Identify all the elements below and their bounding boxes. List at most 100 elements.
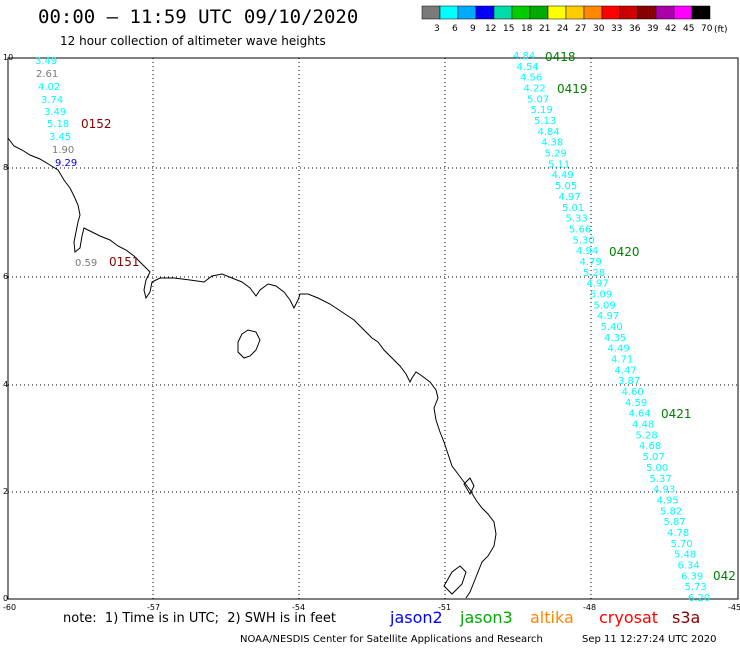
wave-height-label: 3.49 <box>44 107 66 118</box>
wave-height-label: 4.49 <box>552 170 574 181</box>
legend-label: 45 <box>683 24 694 34</box>
wave-height-label: 5.13 <box>534 116 556 127</box>
legend-unit: (ft) <box>714 25 728 35</box>
pass-label: 0421 <box>661 407 692 421</box>
legend-label: 18 <box>521 24 533 34</box>
wave-height-label: 5.18 <box>47 119 69 130</box>
legend-swatch <box>457 5 477 20</box>
legend-label: 24 <box>557 24 569 34</box>
wave-height-label: 5.37 <box>650 474 672 485</box>
wave-height-label: 4.22 <box>524 84 546 95</box>
legend-swatch <box>475 5 495 20</box>
wave-height-label: 4.59 <box>625 398 647 409</box>
wave-height-label: 6.34 <box>678 561 700 572</box>
wave-height-label: 5.33 <box>566 214 588 225</box>
wave-height-label: 4.71 <box>611 355 633 366</box>
map-subtitle: 12 hour collection of altimeter wave hei… <box>60 34 326 48</box>
pass-label: 0420 <box>609 245 640 259</box>
wave-height-label: 4.02 <box>38 82 60 93</box>
legend-label: 70 <box>701 24 713 34</box>
wave-height-label: 6.39 <box>681 571 703 582</box>
legend-swatch <box>421 5 441 20</box>
wave-height-label: 5.82 <box>660 506 682 517</box>
mission-altika: altika <box>530 608 574 627</box>
wave-height-label: 4.78 <box>667 528 689 539</box>
wave-height-label: 4.48 <box>632 420 654 431</box>
legend-label: 12 <box>485 24 496 34</box>
wave-height-label: 4.47 <box>615 365 637 376</box>
wave-height-label: 4.60 <box>622 387 644 398</box>
legend-label: 30 <box>593 24 605 34</box>
color-legend-labels: 3 6 9 12 15 18 21 24 27 30 33 36 39 42 45 70 <box>434 24 713 34</box>
mission-s3a: s3a <box>672 608 701 627</box>
mission-jason2: jason2 <box>390 608 443 627</box>
legend-swatch <box>565 5 585 20</box>
wave-height-label: 4.68 <box>639 441 661 452</box>
wave-height-label: 3.87 <box>618 376 640 387</box>
map-frame <box>7 57 739 600</box>
river-mouth <box>443 477 475 595</box>
lat-lon-grid <box>8 58 738 599</box>
wave-height-label: 5.00 <box>646 463 668 474</box>
wave-height-label: 4.38 <box>541 138 563 149</box>
coastline <box>7 137 497 599</box>
wave-height-label: 9.29 <box>55 158 77 169</box>
x-tick-label: -60 <box>3 603 16 612</box>
wave-height-label: 5.07 <box>527 94 549 105</box>
wave-height-label: 5.01 <box>562 203 584 214</box>
legend-label: 39 <box>647 24 659 34</box>
legend-swatch <box>673 5 693 20</box>
pass-label: 0419 <box>557 82 588 96</box>
x-tick-label: -51 <box>438 603 451 612</box>
wave-height-label: 5.09 <box>594 300 616 311</box>
legend-swatch <box>529 5 549 20</box>
pass-label: 0151 <box>109 255 140 269</box>
wave-height-label: 4.54 <box>517 62 539 73</box>
wave-height-label: 4.79 <box>580 257 602 268</box>
wave-height-label: 6.20 <box>688 593 710 604</box>
x-tick-label: -48 <box>583 603 596 612</box>
legend-label: 6 <box>452 24 458 34</box>
wave-height-label: 5.87 <box>664 517 686 528</box>
wave-height-label: 5.19 <box>531 105 553 116</box>
wave-height-label: 5.30 <box>573 235 595 246</box>
legend-label: 42 <box>665 24 676 34</box>
wave-height-label: 3.49 <box>35 56 57 67</box>
x-tick-label: -54 <box>292 603 305 612</box>
y-tick-label: 2 <box>3 487 8 496</box>
pass-track-0418-0421: 4.844.544.564.225.075.195.134.844.385.29… <box>513 50 736 604</box>
x-tick-label: -57 <box>147 603 160 612</box>
pass-label: 0152 <box>81 117 112 131</box>
x-tick-label: -45 <box>728 603 740 612</box>
y-tick-label: 0 <box>3 594 8 603</box>
legend-label: 3 <box>434 24 440 34</box>
wave-height-label: 5.07 <box>643 452 665 463</box>
y-tick-label: 4 <box>3 380 8 389</box>
mission-cryosat: cryosat <box>599 608 659 627</box>
legend-swatch <box>511 5 531 20</box>
island <box>237 329 261 359</box>
wave-height-label: 5.73 <box>685 582 707 593</box>
wave-height-label: 5.70 <box>671 539 693 550</box>
legend-swatch <box>583 5 603 20</box>
wave-height-label: 4.97 <box>587 279 609 290</box>
wave-height-label: 4.49 <box>608 344 630 355</box>
pass-label: 042 <box>713 569 736 583</box>
wave-height-label: 4.97 <box>559 192 581 203</box>
legend-swatch <box>691 5 711 20</box>
map-title: 00:00 – 11:59 UTC 09/10/2020 <box>38 6 359 28</box>
y-tick-label: 6 <box>3 272 8 281</box>
wave-height-label: 5.66 <box>569 224 591 235</box>
wave-height-label: 0.59 <box>75 258 97 269</box>
wave-height-label: 5.28 <box>636 430 658 441</box>
wave-height-label: 4.56 <box>520 73 542 84</box>
wave-height-label: 3.74 <box>41 95 63 106</box>
wave-height-label: 4.84 <box>513 51 535 62</box>
wave-height-label: 5.29 <box>545 149 567 160</box>
mission-jason3: jason3 <box>460 608 513 627</box>
wave-height-label: 5.28 <box>583 268 605 279</box>
wave-height-label: 5.40 <box>601 322 623 333</box>
y-axis-labels: 0 2 4 6 8 10 <box>3 53 13 603</box>
wave-height-label: 4.64 <box>629 409 651 420</box>
